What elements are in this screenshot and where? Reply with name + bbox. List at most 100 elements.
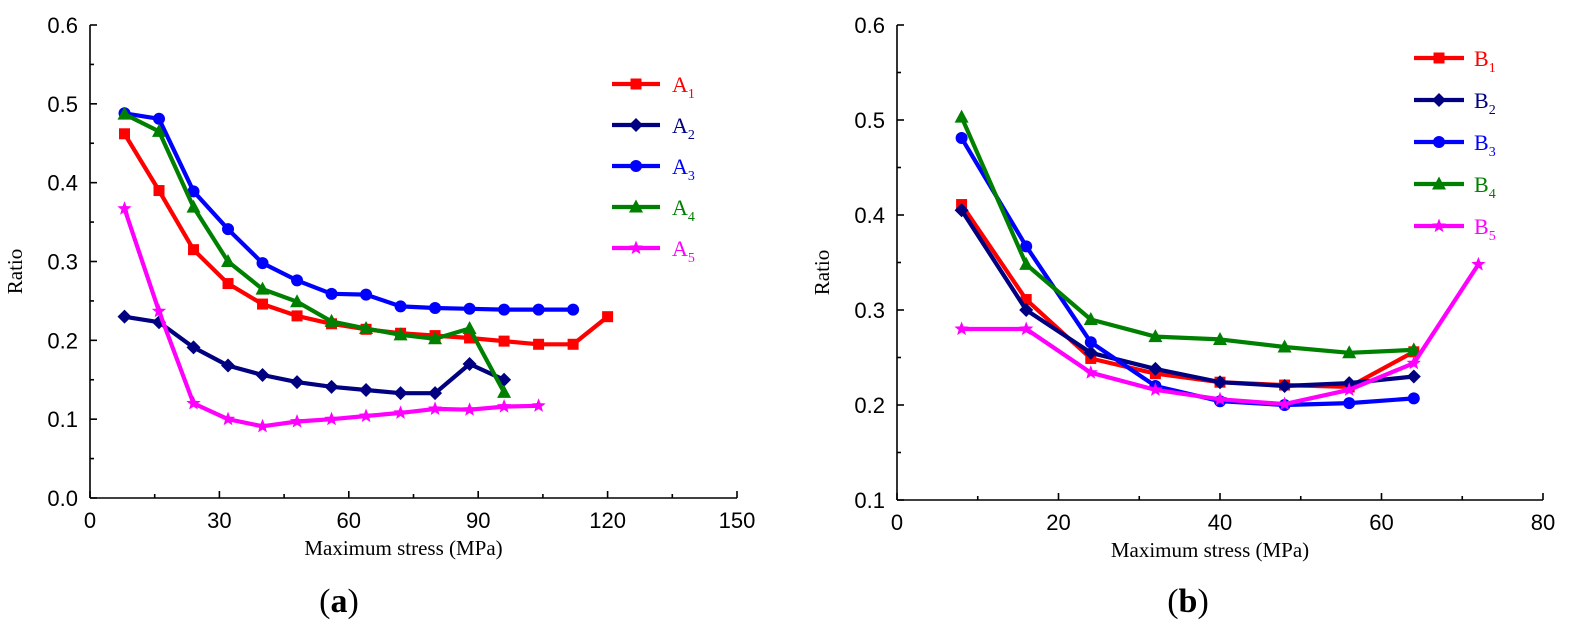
y-tick-label: 0.1 [854,488,885,513]
legend-label: B2 [1474,88,1496,118]
data-point-marker [187,185,200,198]
x-tick-label: 150 [719,508,756,533]
data-point-marker [153,185,165,197]
series-b3 [955,132,1420,411]
chart-panel-a: 0 30 60 90 120 150 0.0 0.1 0.2 0.3 0.4 0.5 0.6 Maximu… [3,13,755,560]
y-tick-label: 0.2 [854,393,885,418]
data-point-marker [1148,382,1163,396]
series-line [122,314,507,396]
data-point-marker [532,303,545,316]
data-point-marker [1019,303,1034,317]
data-point-marker [955,132,968,145]
data-point-marker [255,281,270,295]
series-b2 [954,203,1421,393]
data-point-marker [360,288,373,301]
y-tick-label: 0.6 [854,13,885,38]
data-point-marker [1083,345,1098,360]
data-point-marker [462,321,477,335]
y-tick-label: 0.4 [854,203,885,228]
legend-marker [629,199,643,213]
data-point-marker [291,310,303,322]
data-point-marker [188,244,200,256]
y-tick-label: 0.5 [854,108,885,133]
x-axis-label: Maximum stress (MPa) [304,536,502,560]
series-line [122,111,507,395]
series-b4 [954,109,1421,359]
legend-label: A1 [672,72,695,102]
legend-label: B5 [1474,214,1496,244]
data-point-marker [290,375,305,390]
data-point-marker [324,313,339,327]
legend-marker [629,118,643,132]
data-point-marker [1019,321,1034,336]
data-point-marker [324,411,339,426]
data-point-marker [531,398,546,412]
legend-marker [1432,176,1446,190]
data-point-marker [394,300,407,313]
legend-entry: A1 [612,72,695,102]
data-point-marker [255,418,270,433]
data-point-marker [221,254,236,267]
data-point-marker [186,395,201,410]
legend-entry: A4 [612,195,695,225]
legend-entry: B5 [1414,214,1496,244]
data-point-marker [954,321,969,336]
data-point-marker [498,335,510,347]
legend-marker [1433,52,1445,64]
data-point-marker [222,278,234,290]
data-point-marker [325,287,338,300]
data-point-marker [393,386,408,401]
series-line [959,208,1416,389]
legend-marker [630,78,642,90]
legend-label: A5 [672,236,695,266]
data-point-marker [1342,382,1357,396]
x-tick-label: 0 [84,508,96,533]
x-tick-label: 120 [589,508,626,533]
data-point-marker [428,386,443,401]
data-point-marker [498,303,511,316]
data-point-marker [1406,369,1421,384]
panel-label-a: (a) [319,583,359,620]
y-axis-label: Ratio [810,250,834,296]
data-point-marker [290,294,305,308]
data-point-marker [222,223,235,236]
legend-marker [1432,93,1446,107]
data-point-marker [151,303,167,318]
series-line [959,114,1416,355]
series-a3 [118,107,580,316]
data-point-marker [1083,312,1098,325]
panel-label-b-letter: b [1179,583,1198,620]
data-point-marker [1148,329,1163,343]
data-point-marker [496,399,512,413]
data-point-marker [1277,396,1292,411]
data-point-marker [429,302,442,315]
x-tick-label: 60 [1369,510,1393,535]
panel-label-a-letter: a [331,583,348,620]
data-point-marker [497,384,512,398]
x-axis-label: Maximum stress (MPa) [1111,538,1309,562]
data-point-marker [257,298,269,310]
data-point-marker [117,201,132,215]
data-point-marker [1212,391,1228,406]
y-tick-label: 0.0 [47,486,78,511]
series-a1 [119,128,614,350]
series-line [959,136,1416,408]
y-tick-label: 0.3 [47,250,78,275]
data-point-marker [533,338,545,350]
data-point-marker [1407,392,1420,405]
data-point-marker [1020,294,1032,306]
data-point-marker [954,203,969,218]
legend-entry: B2 [1414,88,1496,118]
data-point-marker [220,411,236,426]
legend-label: B4 [1474,172,1496,202]
data-point-marker [1406,355,1421,370]
data-point-marker [1343,397,1356,410]
legend-marker [1431,218,1447,233]
data-point-marker [1406,342,1421,356]
data-point-marker [1084,336,1097,349]
data-point-marker [1277,339,1292,353]
data-point-marker [324,379,339,394]
series-a2 [117,309,512,401]
data-point-marker [117,309,132,324]
